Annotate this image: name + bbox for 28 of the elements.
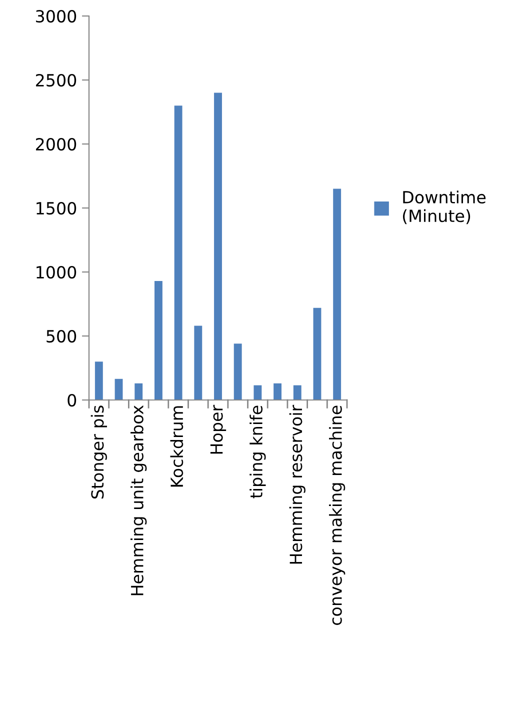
x-tick-label: Hemming reservoir	[289, 404, 306, 564]
bar	[254, 385, 262, 400]
bar	[293, 385, 302, 400]
x-tick-label: tiping knife	[250, 406, 266, 498]
bar	[234, 344, 242, 400]
y-tick-label: 2500	[36, 74, 76, 87]
bar	[114, 378, 123, 400]
y-tick-label: 0	[68, 394, 76, 407]
y-tick-label: 3000	[36, 10, 76, 23]
y-tick-label: 500	[46, 330, 76, 343]
bar	[94, 362, 103, 400]
y-tick-label: 1500	[36, 202, 76, 215]
legend-label: Downtime (Minute)	[403, 190, 486, 224]
bar	[154, 280, 162, 400]
bar	[194, 326, 202, 400]
bar	[333, 188, 342, 400]
bar	[134, 383, 143, 400]
bar	[313, 308, 322, 400]
bar	[214, 92, 222, 400]
x-tick-label: Hemming unit gearbox	[130, 405, 147, 596]
x-tick-label: Kockdrum	[170, 406, 184, 487]
bar	[274, 383, 282, 400]
bar	[174, 106, 182, 400]
x-tick-label: Hoper	[210, 404, 226, 454]
y-tick-label: 1000	[36, 266, 76, 279]
x-tick-label: conveyor making machine	[329, 406, 346, 625]
y-tick-label: 2000	[36, 138, 76, 151]
x-tick-label: Stonger pis	[90, 406, 107, 499]
